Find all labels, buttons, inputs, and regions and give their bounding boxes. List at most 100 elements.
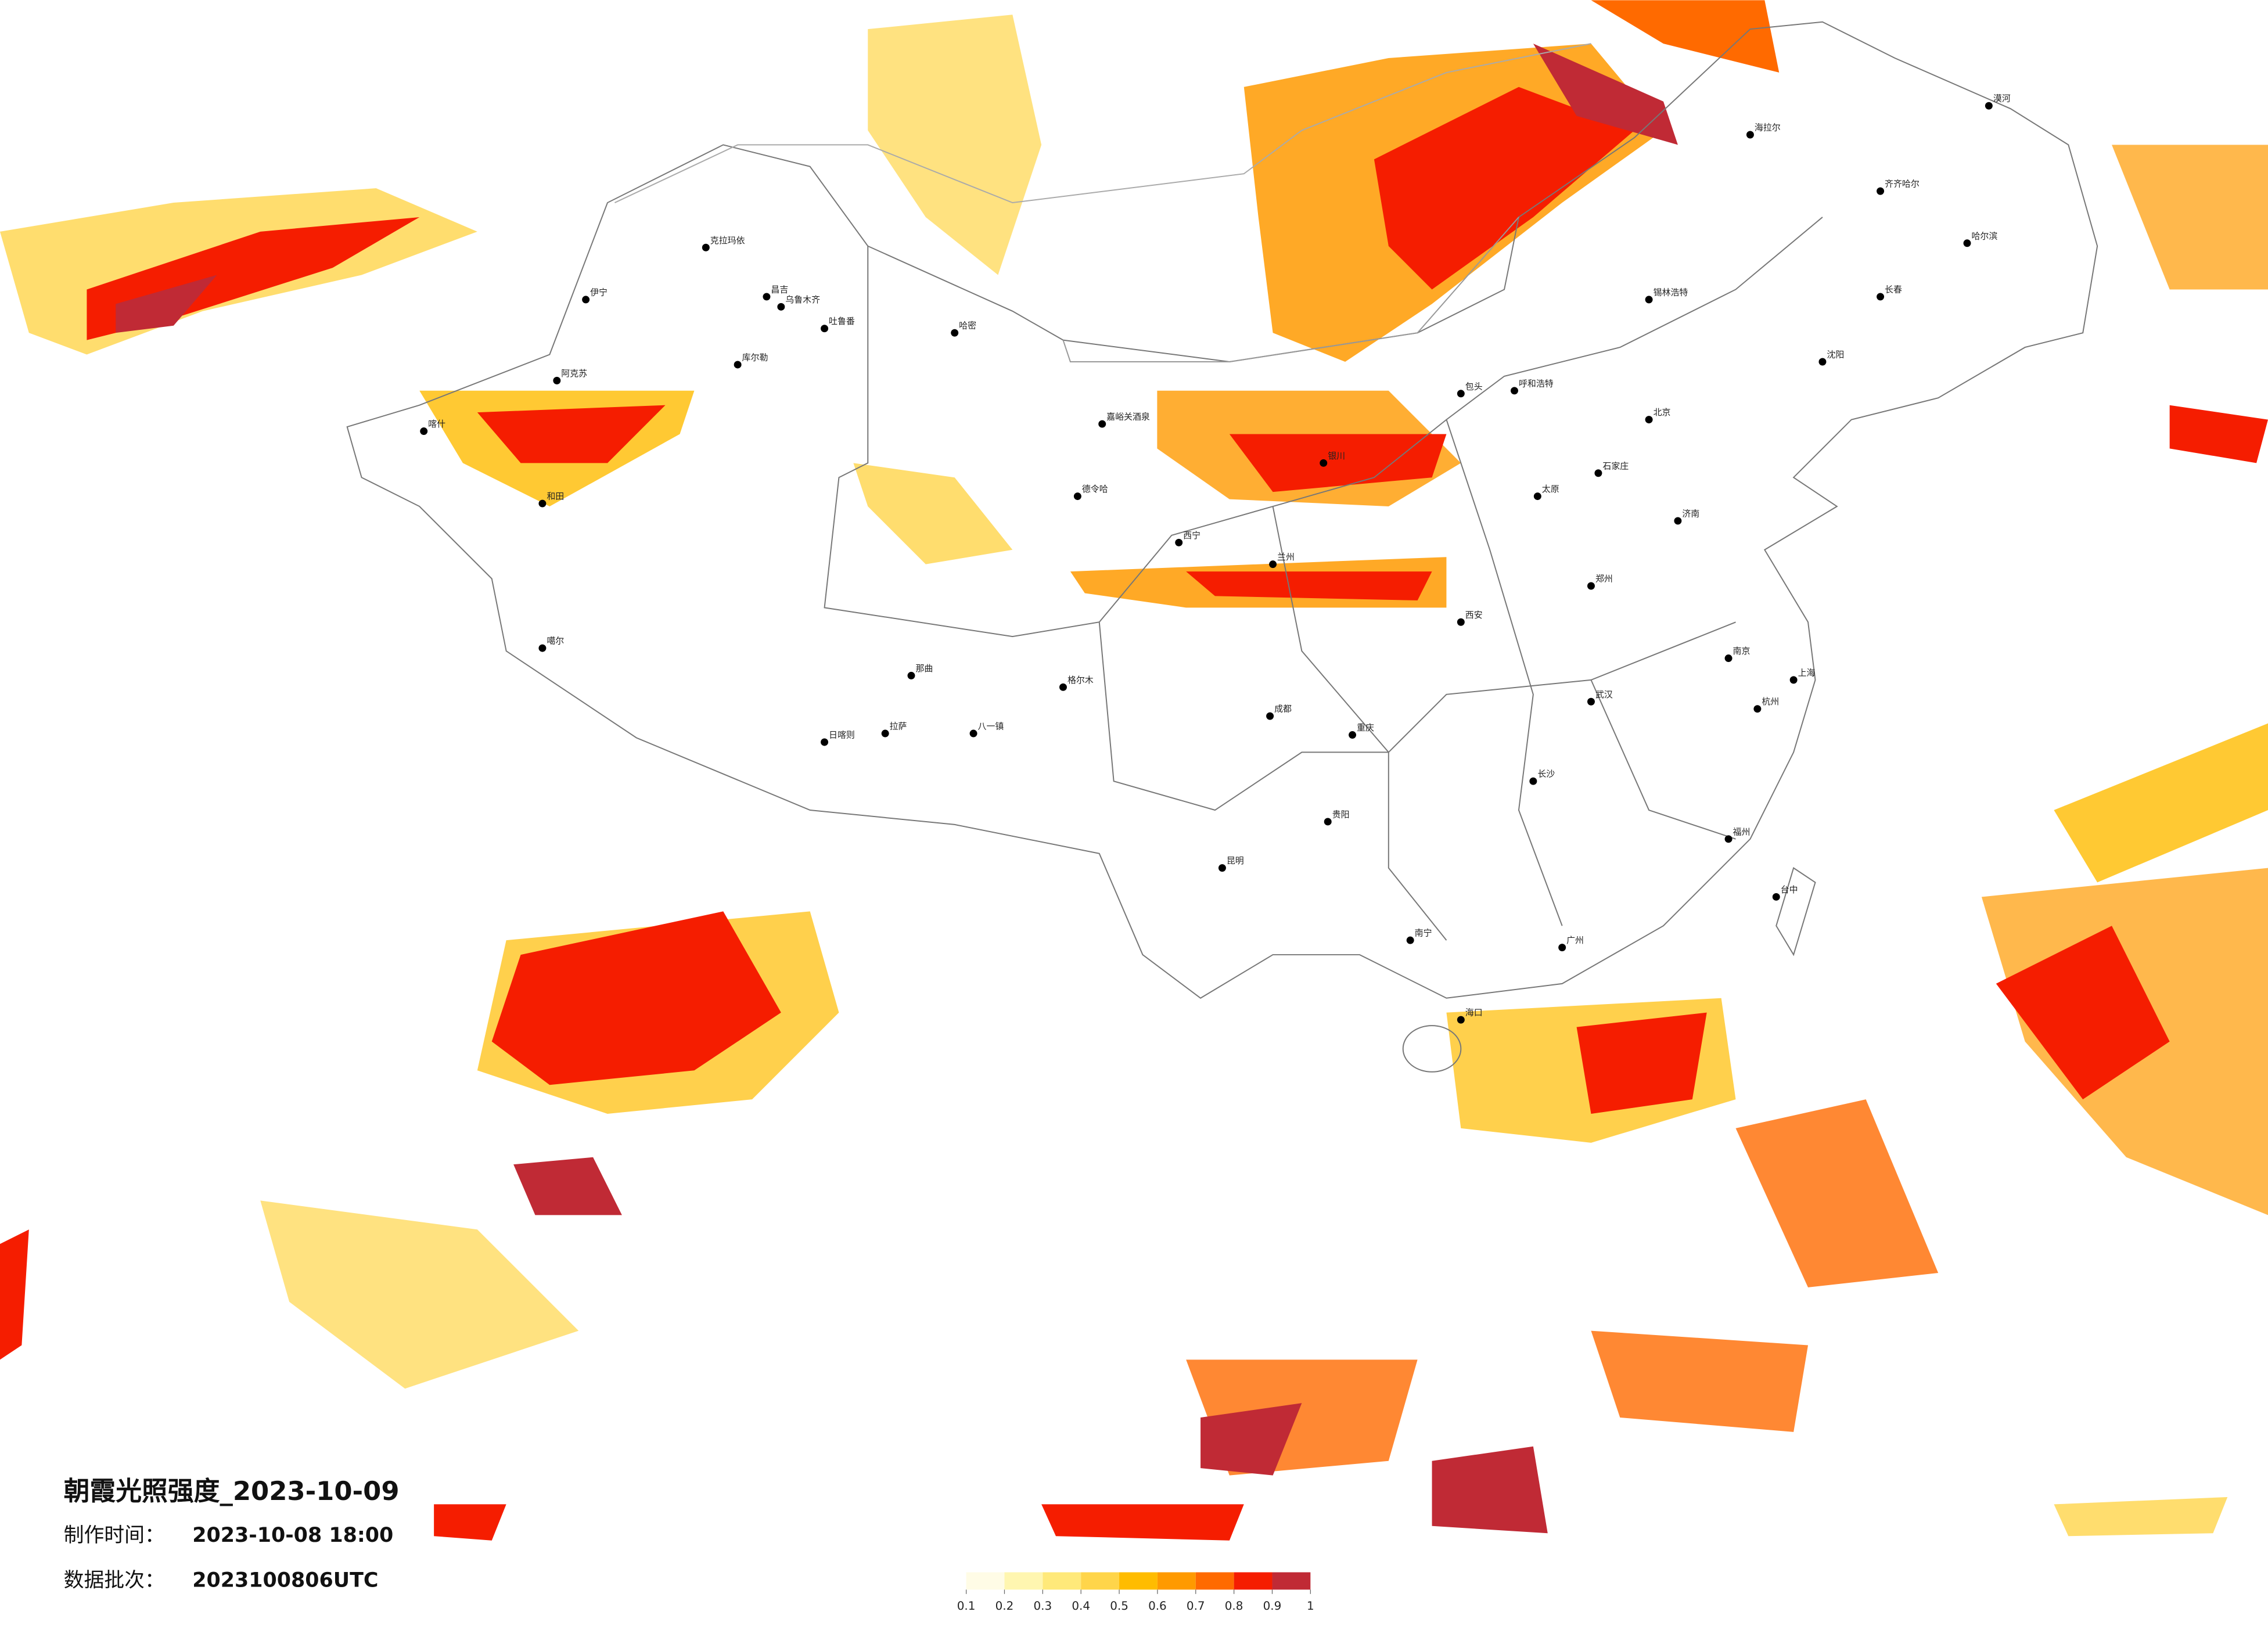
city-label: 呼和浩特 — [1519, 378, 1554, 388]
city-label: 锡林浩特 — [1654, 287, 1688, 297]
city-dot — [907, 671, 915, 679]
city-dot — [1877, 293, 1885, 301]
city-dot — [1963, 239, 1971, 247]
heat-area — [513, 1157, 622, 1215]
heat-area — [1996, 926, 2170, 1100]
city-label: 台中 — [1781, 884, 1798, 895]
city-label: 武汉 — [1595, 689, 1613, 700]
city-dot — [553, 376, 561, 384]
city-label: 漠河 — [1993, 93, 2011, 104]
city-label: 西安 — [1465, 610, 1483, 620]
city-label: 噶尔 — [547, 636, 564, 646]
city-dot — [777, 303, 785, 311]
city-label: 北京 — [1654, 407, 1671, 418]
city-label: 克拉玛依 — [710, 235, 745, 246]
city-dot — [538, 499, 547, 508]
province-line — [1590, 679, 1736, 840]
heat-area — [1591, 0, 1780, 73]
city-label: 哈密 — [959, 321, 976, 331]
city-label: 兰州 — [1277, 552, 1295, 562]
legend-swatch — [1272, 1572, 1311, 1590]
city-dot — [1772, 893, 1780, 901]
legend-tick-label: 0.6 — [1148, 1599, 1167, 1613]
city-label: 哈尔滨 — [1971, 231, 1997, 241]
city-label: 乌鲁木齐 — [785, 294, 820, 305]
heat-area — [2112, 145, 2268, 290]
city-label: 沈阳 — [1827, 350, 1844, 360]
taiwan — [1775, 867, 1816, 956]
country-outline — [346, 21, 2098, 999]
city-dot — [1320, 459, 1328, 467]
heat-area — [2054, 723, 2268, 883]
city-label: 南京 — [1733, 646, 1751, 656]
city-label: 福州 — [1733, 826, 1751, 837]
legend-swatch — [1157, 1572, 1196, 1590]
city-dot — [1269, 560, 1277, 569]
legend-swatch — [1234, 1572, 1273, 1590]
heat-area — [1374, 87, 1635, 290]
city-dot — [1645, 296, 1653, 304]
city-dot — [1533, 492, 1541, 501]
boundaries — [346, 21, 2098, 1073]
legend-tick-label: 0.8 — [1225, 1599, 1243, 1613]
province-line — [824, 217, 1823, 638]
heat-area — [260, 1200, 579, 1389]
city-label: 日喀则 — [829, 729, 855, 740]
city-dot — [1349, 731, 1357, 739]
province-line — [1098, 621, 1736, 811]
city-dot — [1674, 517, 1682, 525]
batch-label: 数据批次： — [64, 1569, 165, 1592]
header: 朝霞光照强度_2023-10-09 制作时间： 2023-10-08 18:00… — [64, 1476, 400, 1592]
batch-value: 2023100806UTC — [192, 1569, 378, 1592]
legend-tick-label: 0.5 — [1110, 1599, 1128, 1613]
city-label: 嘉峪关酒泉 — [1106, 412, 1150, 422]
city-dot — [821, 325, 829, 333]
made-value: 2023-10-08 18:00 — [192, 1524, 393, 1547]
city-dot — [1789, 676, 1798, 684]
city-label: 贵阳 — [1332, 809, 1350, 819]
legend-swatch — [1043, 1572, 1081, 1590]
heat-area — [2169, 405, 2268, 463]
heat-area — [0, 1229, 29, 1360]
city-dot — [1558, 944, 1566, 952]
heat-area — [434, 1504, 506, 1541]
city-dot — [1746, 131, 1754, 139]
city-dot — [582, 296, 590, 304]
city-label: 成都 — [1274, 704, 1292, 714]
city-label: 南宁 — [1415, 928, 1432, 938]
city-label: 齐齐哈尔 — [1885, 179, 1920, 189]
city-label: 那曲 — [915, 663, 933, 674]
city-dot — [1985, 102, 1993, 110]
city-label: 西宁 — [1183, 530, 1201, 541]
city-dot — [1529, 777, 1537, 785]
province-line — [1272, 506, 1447, 941]
legend-tick-label: 0.9 — [1263, 1599, 1282, 1613]
city-dot — [1594, 469, 1602, 477]
heat-area — [1229, 434, 1447, 492]
heat-area — [1533, 44, 1678, 145]
city-dot — [763, 293, 771, 301]
heat-area — [868, 15, 1042, 275]
city-dot — [1818, 358, 1827, 366]
city-dot — [1645, 416, 1653, 424]
city-label: 八一镇 — [978, 721, 1004, 732]
heat-area — [1432, 1446, 1548, 1534]
city-dot — [420, 427, 428, 436]
legend: 0.1 0.2 0.3 0.4 0.5 0.6 0.7 0.8 0.9 1 — [957, 1572, 1314, 1613]
city-label: 海口 — [1465, 1008, 1483, 1018]
legend-swatch — [1119, 1572, 1158, 1590]
heat-area — [116, 275, 217, 333]
city-dot — [969, 729, 977, 738]
city-dot — [1073, 492, 1081, 501]
legend-swatch — [966, 1572, 1005, 1590]
city-label: 海拉尔 — [1755, 123, 1781, 133]
city-label: 重庆 — [1357, 722, 1374, 733]
city-dot — [1724, 835, 1733, 843]
city-dot — [951, 329, 959, 337]
city-label: 郑州 — [1595, 574, 1613, 584]
city-dot — [1457, 1016, 1465, 1024]
city-dot — [1218, 864, 1226, 872]
